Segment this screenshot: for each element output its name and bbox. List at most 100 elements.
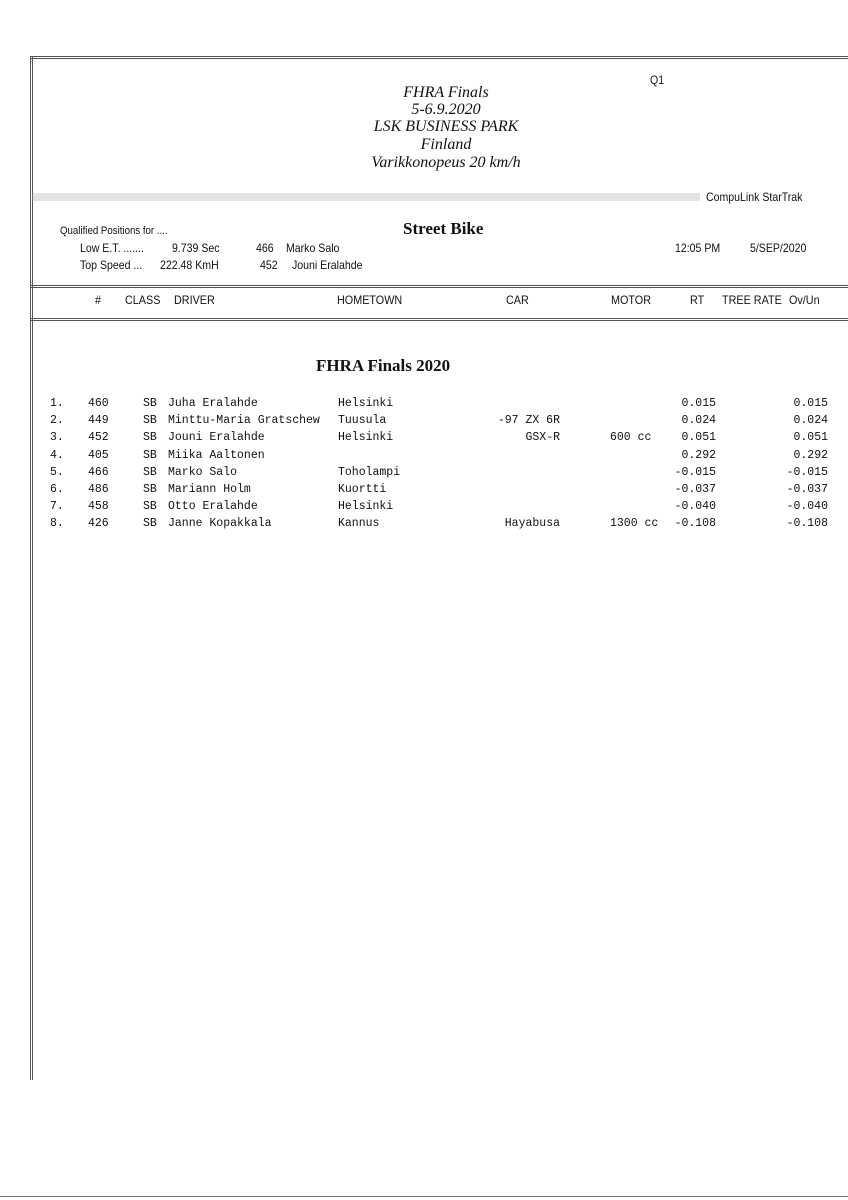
top-speed-value: 222.48 KmH: [160, 258, 219, 272]
cell-pos: 7.: [50, 500, 64, 514]
cell-driver: Miika Aaltonen: [168, 448, 265, 462]
class-title: Street Bike: [403, 219, 484, 238]
table-row: 3. 452 SB Jouni Eralahde Helsinki GSX-R 600 cc…: [0, 431, 848, 448]
col-rt: RT: [690, 293, 705, 307]
event-note: Varikkonopeus 20 km/h: [371, 154, 521, 171]
cell-driver: Juha Eralahde: [168, 397, 258, 410]
report-date: 5/SEP/2020: [750, 241, 807, 255]
table-row: 7. 458 SB Otto Eralahde Helsinki -0.040 -0.040: [0, 500, 848, 517]
col-driver: DRIVER: [174, 293, 215, 307]
cell-rt: -0.037: [674, 483, 716, 496]
cell-class: SB: [143, 517, 157, 531]
cell-num: 449: [88, 414, 109, 428]
table-row: 8. 426 SB Janne Kopakkala Kannus Hayabusa 1300…: [0, 517, 848, 534]
top-speed-driver: Jouni Eralahde: [292, 258, 363, 272]
cell-pos: 6.: [50, 483, 64, 496]
table-row: 6. 486 SB Mariann Holm Kuortti -0.037 -0.037: [0, 483, 848, 500]
section-title: FHRA Finals 2020: [316, 356, 451, 375]
cell-hometown: Helsinki: [338, 397, 394, 410]
cell-class: SB: [143, 500, 157, 514]
cell-class: SB: [143, 483, 157, 496]
col-tree-rate: TREE RATE: [722, 293, 782, 307]
cell-car: GSX-R: [525, 431, 560, 445]
cell-rt: -0.040: [674, 500, 716, 514]
col-car: CAR: [506, 293, 529, 307]
cell-ovun: -0.108: [786, 517, 828, 531]
round-label: Q1: [650, 73, 665, 87]
cell-num: 466: [88, 465, 109, 479]
cell-pos: 2.: [50, 414, 64, 428]
col-ovun: Ov/Un: [789, 293, 820, 307]
cell-rt: 0.024: [681, 414, 716, 428]
cell-driver: Jouni Eralahde: [168, 431, 265, 445]
cell-rt: 0.051: [681, 431, 716, 445]
top-border: [30, 56, 848, 59]
cell-motor: 1300 cc: [610, 517, 659, 531]
low-et-label: Low E.T. .......: [80, 241, 144, 255]
cell-class: SB: [143, 448, 157, 462]
cell-driver: Minttu-Maria Gratschew: [168, 414, 320, 428]
event-venue: LSK BUSINESS PARK: [373, 118, 519, 135]
header-top-rule: [30, 285, 848, 288]
cell-ovun: -0.040: [786, 500, 828, 514]
cell-hometown: Toholampi: [338, 465, 401, 479]
cell-driver: Mariann Holm: [168, 483, 251, 496]
cell-ovun: -0.037: [786, 483, 828, 496]
cell-pos: 5.: [50, 465, 64, 479]
system-label: CompuLink StarTrak: [706, 190, 803, 204]
col-class: CLASS: [125, 293, 161, 307]
cell-driver: Marko Salo: [168, 465, 238, 479]
cell-pos: 3.: [50, 431, 64, 445]
cell-class: SB: [143, 465, 157, 479]
top-speed-label: Top Speed ...: [80, 258, 143, 272]
cell-rt: 0.015: [681, 397, 716, 410]
table-row: 5. 466 SB Marko Salo Toholampi -0.015 -0.015: [0, 466, 848, 483]
cell-pos: 4.: [50, 448, 64, 462]
event-date: 5-6.9.2020: [411, 101, 481, 118]
cell-num: 458: [88, 500, 109, 514]
cell-num: 452: [88, 431, 109, 445]
col-motor: MOTOR: [611, 293, 652, 307]
cell-num: 405: [88, 448, 109, 462]
cell-num: 486: [88, 483, 109, 496]
cell-ovun: 0.051: [793, 431, 828, 445]
cell-class: SB: [143, 397, 157, 410]
low-et-value: 9.739 Sec: [172, 241, 220, 255]
page-bottom-rule: [0, 1196, 848, 1197]
top-speed-number: 452: [260, 258, 278, 272]
cell-driver: Otto Eralahde: [168, 500, 258, 514]
cell-class: SB: [143, 414, 157, 428]
cell-hometown: Tuusula: [338, 414, 387, 428]
cell-rt: -0.108: [674, 517, 716, 531]
cell-car: -97 ZX 6R: [497, 414, 560, 428]
cell-pos: 8.: [50, 517, 64, 531]
dotted-separator: [32, 193, 700, 201]
cell-hometown: Helsinki: [338, 431, 394, 445]
cell-hometown: Helsinki: [338, 500, 394, 514]
header-bottom-rule: [30, 318, 848, 321]
event-name: FHRA Finals: [403, 84, 489, 101]
low-et-number: 466: [256, 241, 274, 255]
cell-driver: Janne Kopakkala: [168, 517, 272, 531]
cell-motor: 600 cc: [610, 431, 652, 445]
cell-hometown: Kuortti: [338, 483, 387, 496]
left-border: [30, 57, 33, 1080]
table-row: 4. 405 SB Miika Aaltonen 0.292 0.292: [0, 449, 848, 466]
cell-rt: -0.015: [674, 465, 716, 479]
report-time: 12:05 PM: [675, 241, 721, 255]
cell-num: 460: [88, 397, 109, 410]
cell-ovun: 0.015: [793, 397, 828, 410]
cell-hometown: Kannus: [338, 517, 380, 531]
cell-ovun: -0.015: [786, 465, 828, 479]
cell-ovun: 0.024: [793, 414, 828, 428]
event-country: Finland: [420, 136, 472, 153]
cell-ovun: 0.292: [793, 448, 828, 462]
table-row: 1. 460 SB Juha Eralahde Helsinki 0.015 0.015: [0, 397, 848, 414]
cell-class: SB: [143, 431, 157, 445]
col-hometown: HOMETOWN: [337, 293, 403, 307]
cell-rt: 0.292: [681, 448, 716, 462]
cell-num: 426: [88, 517, 109, 531]
col-num: #: [95, 293, 102, 307]
cell-pos: 1.: [50, 397, 64, 410]
cell-car: Hayabusa: [504, 517, 560, 531]
